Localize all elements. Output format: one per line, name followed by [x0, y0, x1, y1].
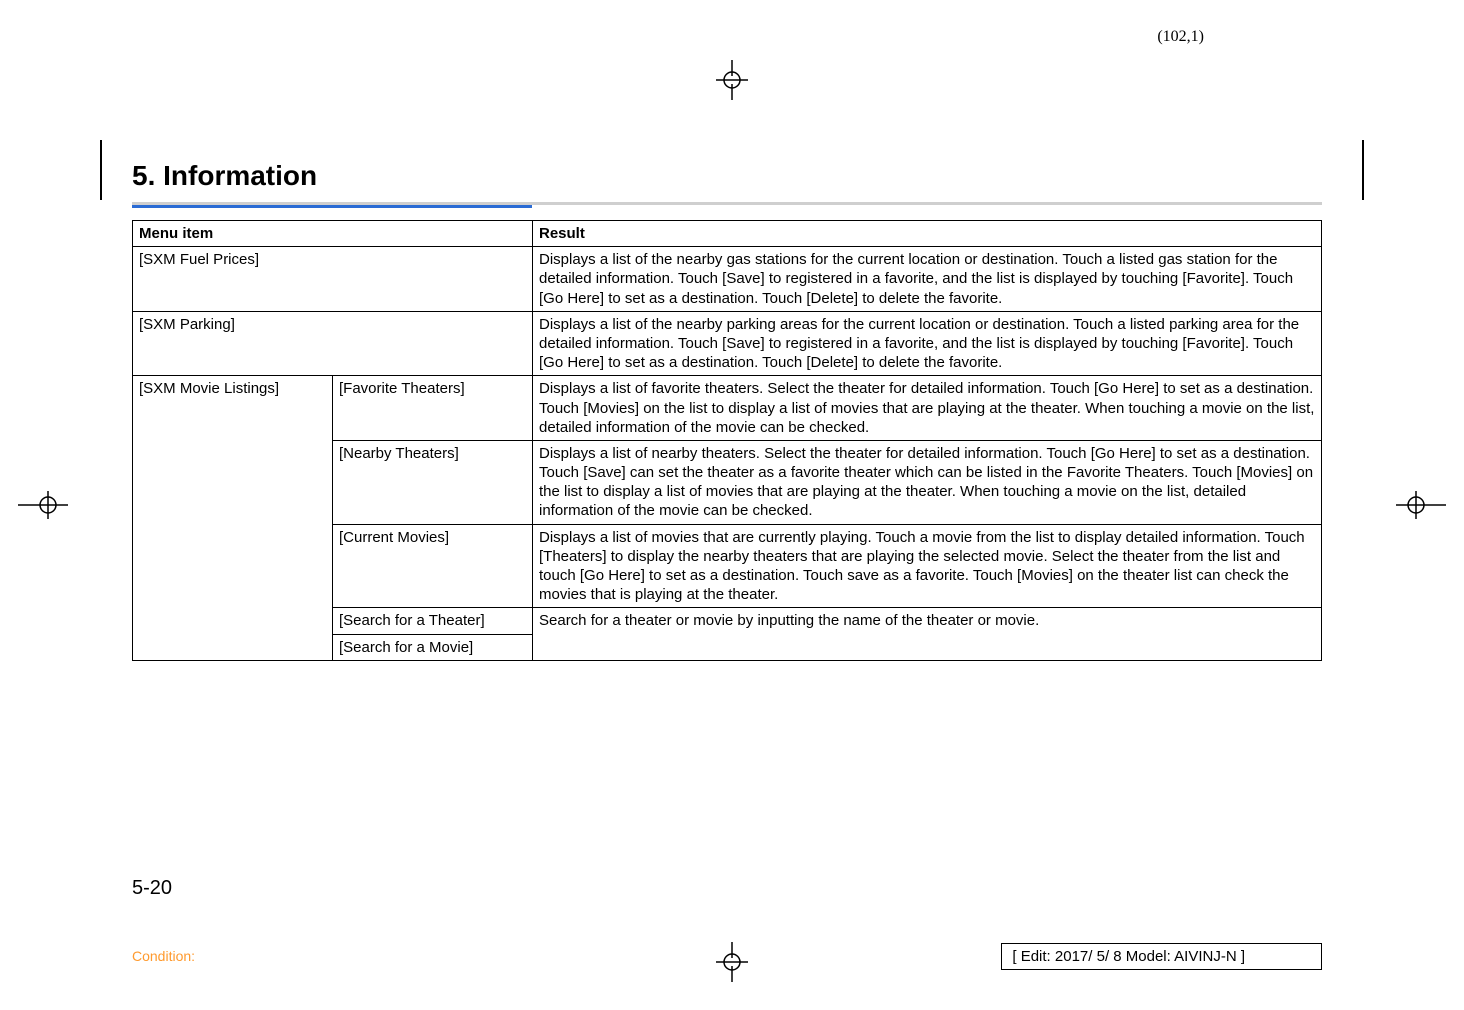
condition-label: Condition: [132, 948, 195, 964]
cell-result: Displays a list of favorite theaters. Se… [533, 376, 1322, 441]
cell-result: Displays a list of movies that are curre… [533, 524, 1322, 608]
cell-menu: [SXM Parking] [133, 311, 533, 376]
content-area: 5. Information Menu item Result [SXM Fue… [132, 160, 1322, 661]
table-row: [SXM Fuel Prices] Displays a list of the… [133, 247, 1322, 312]
cell-sub: [Current Movies] [333, 524, 533, 608]
header-result: Result [533, 221, 1322, 247]
trim-mark-left [100, 140, 102, 200]
cell-sub: [Search for a Theater] [333, 608, 533, 634]
edit-info-box: [ Edit: 2017/ 5/ 8 Model: AIVINJ-N ] [1001, 943, 1322, 970]
table-row: [SXM Movie Listings] [Favorite Theaters]… [133, 376, 1322, 441]
page-number: 5-20 [132, 877, 172, 900]
section-title: 5. Information [132, 160, 1322, 192]
cell-menu: [SXM Fuel Prices] [133, 247, 533, 312]
table-row: [SXM Parking] Displays a list of the nea… [133, 311, 1322, 376]
cell-result: Displays a list of nearby theaters. Sele… [533, 440, 1322, 524]
crop-mark-right [1396, 485, 1446, 525]
cell-result: Search for a theater or movie by inputti… [533, 608, 1322, 660]
crop-mark-left [18, 485, 68, 525]
header-menu: Menu item [133, 221, 533, 247]
cell-sub: [Nearby Theaters] [333, 440, 533, 524]
crop-mark-bottom [712, 942, 752, 982]
cell-result: Displays a list of the nearby gas statio… [533, 247, 1322, 312]
cell-menu: [SXM Movie Listings] [133, 376, 333, 660]
cell-sub: [Favorite Theaters] [333, 376, 533, 441]
crop-mark-top [712, 60, 752, 100]
page-reference: (102,1) [1157, 28, 1204, 46]
table-header-row: Menu item Result [133, 221, 1322, 247]
trim-mark-right [1362, 140, 1364, 200]
cell-result: Displays a list of the nearby parking ar… [533, 311, 1322, 376]
menu-result-table: Menu item Result [SXM Fuel Prices] Displ… [132, 220, 1322, 661]
rule-blue [132, 205, 532, 208]
cell-sub: [Search for a Movie] [333, 634, 533, 660]
